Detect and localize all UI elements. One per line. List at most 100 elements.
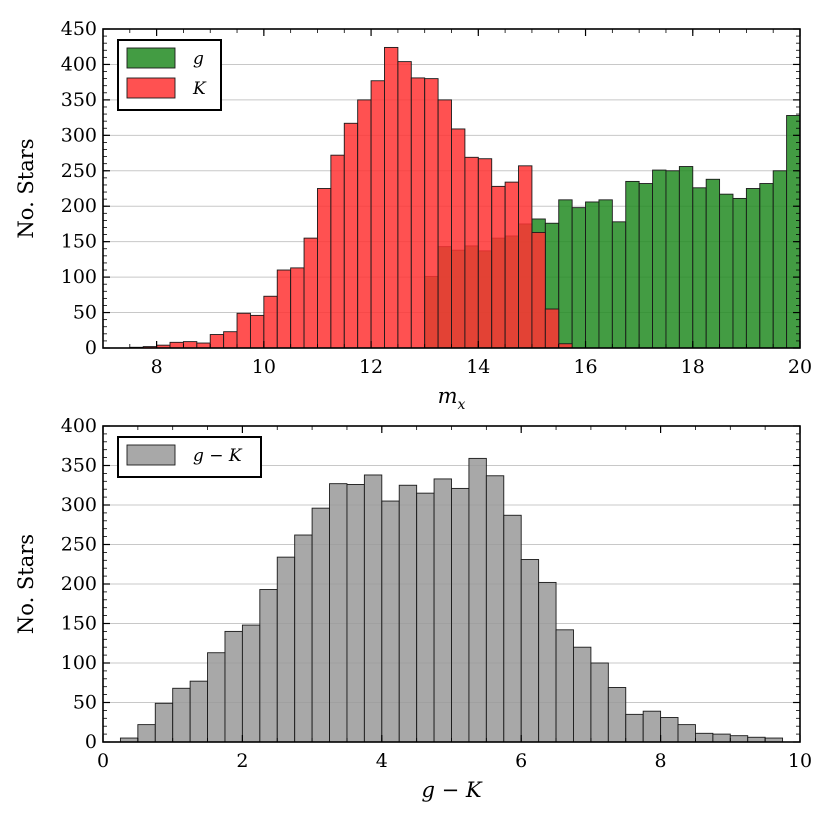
y-tick-label: 450 xyxy=(61,18,97,40)
y-tick-label: 150 xyxy=(61,613,97,635)
bar xyxy=(424,78,439,349)
bar xyxy=(678,166,694,349)
y-tick-label: 200 xyxy=(61,573,97,595)
bar xyxy=(759,183,774,349)
bar xyxy=(311,507,330,743)
bar xyxy=(503,514,522,743)
y-tick-label: 0 xyxy=(85,731,97,753)
bar xyxy=(154,702,174,743)
bar xyxy=(249,314,265,349)
bar xyxy=(330,154,345,349)
legend-label: g − K xyxy=(193,446,243,466)
bar xyxy=(276,269,292,349)
y-tick-label: 400 xyxy=(61,53,97,75)
bar xyxy=(169,341,184,349)
bar xyxy=(652,169,667,349)
bar xyxy=(677,724,696,743)
x-tick-label: 16 xyxy=(573,356,597,378)
bar xyxy=(363,474,383,743)
top-histogram-panel: 0 50 100 150 200 250 300 350 400 450 8 10 12 14 16 18 20… xyxy=(14,18,812,413)
bar xyxy=(692,187,707,349)
bar xyxy=(410,77,426,349)
y-tick-label: 100 xyxy=(61,652,97,674)
y-tick-label: 350 xyxy=(61,455,97,477)
bar xyxy=(259,589,278,743)
bar xyxy=(625,713,644,743)
x-tick-label: 6 xyxy=(515,750,527,772)
bar xyxy=(290,267,305,349)
bar xyxy=(451,487,470,743)
bar xyxy=(485,475,505,743)
bar xyxy=(468,457,487,743)
bar xyxy=(303,237,318,349)
bar xyxy=(433,478,452,743)
bar xyxy=(531,232,546,349)
bar xyxy=(719,193,734,349)
x-tick-label: 10 xyxy=(788,750,812,772)
bar xyxy=(416,492,435,743)
bar xyxy=(182,341,198,349)
y-axis-label: No. Stars xyxy=(14,138,38,238)
x-tick-label: 4 xyxy=(376,750,388,772)
bar xyxy=(477,158,493,349)
bar xyxy=(209,334,225,349)
bar xyxy=(437,99,452,349)
bar xyxy=(638,183,654,349)
bar xyxy=(772,170,788,349)
bar xyxy=(343,122,359,349)
y-tick-label: 250 xyxy=(61,534,97,556)
y-axis-label: No. Stars xyxy=(14,534,38,634)
x-tick-label: 8 xyxy=(655,750,667,772)
x-tick-label: 0 xyxy=(97,750,109,772)
y-tick-label: 300 xyxy=(61,124,97,146)
bar xyxy=(625,180,640,349)
y-tick-label: 300 xyxy=(61,494,97,516)
legend-label: K xyxy=(192,79,207,99)
x-tick-label: 20 xyxy=(788,356,812,378)
y-tick-label: 50 xyxy=(73,692,97,714)
bar xyxy=(370,80,385,349)
bar xyxy=(346,484,365,743)
bar xyxy=(712,733,731,743)
bar xyxy=(464,156,479,349)
bar xyxy=(590,662,609,743)
bar xyxy=(520,559,540,743)
bar xyxy=(236,312,251,349)
bar xyxy=(276,556,296,743)
bar xyxy=(397,61,412,349)
bar xyxy=(384,46,399,349)
bottom-histogram-panel: 0 50 100 150 200 250 300 350 400 0 2 4 6 8 10 No. Stars… xyxy=(14,415,812,802)
bar xyxy=(491,185,506,349)
bar xyxy=(263,295,278,349)
bar xyxy=(695,732,714,743)
bar xyxy=(642,710,662,743)
bar xyxy=(705,178,721,349)
bar xyxy=(571,207,586,349)
bar xyxy=(745,188,761,349)
y-tick-label: 100 xyxy=(61,266,97,288)
y-tick-label: 400 xyxy=(61,415,97,437)
bar xyxy=(224,630,243,743)
bar xyxy=(611,221,627,349)
x-tick-label: 18 xyxy=(681,356,705,378)
legend-label: g xyxy=(193,49,204,69)
bar xyxy=(451,128,466,349)
y-tick-label: 250 xyxy=(61,160,97,182)
x-tick-label: 10 xyxy=(252,356,276,378)
y-tick-label: 350 xyxy=(61,89,97,111)
x-axis-label: g − K xyxy=(421,778,482,802)
legend-swatch xyxy=(126,77,176,99)
bar xyxy=(294,534,313,743)
bar xyxy=(518,165,533,349)
bar xyxy=(137,724,156,743)
bar xyxy=(729,735,749,743)
legend-swatch xyxy=(126,444,176,466)
bar xyxy=(223,331,238,349)
bar xyxy=(357,99,372,349)
x-tick-label: 12 xyxy=(359,356,383,378)
bar xyxy=(207,652,226,743)
x-tick-label: 8 xyxy=(151,356,163,378)
bar xyxy=(732,197,747,349)
x-tick-label: 14 xyxy=(466,356,490,378)
